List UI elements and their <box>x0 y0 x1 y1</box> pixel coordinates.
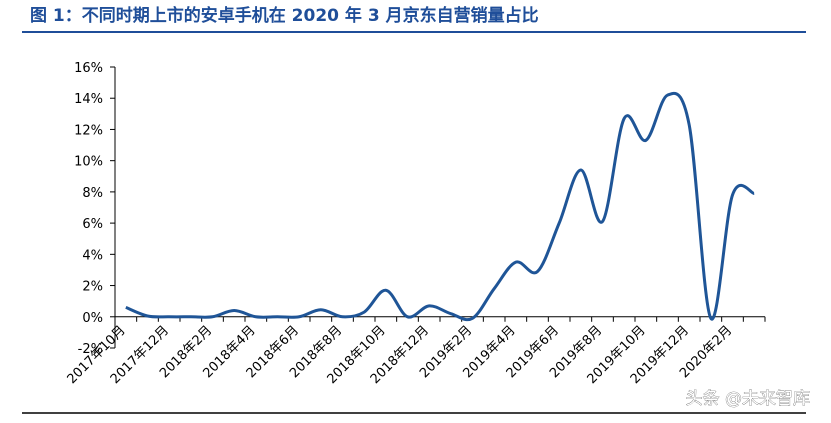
y-tick-label: 2% <box>82 280 103 295</box>
series-line <box>125 91 755 322</box>
y-tick-label: 8% <box>82 186 103 201</box>
y-tick-label: -2% <box>78 342 103 357</box>
chart-title: 图 1：不同时期上市的安卓手机在 2020 年 3 月京东自营销量占比 <box>30 5 539 26</box>
y-tick-label: 6% <box>82 217 103 232</box>
y-tick-label: 4% <box>82 248 103 263</box>
y-tick-label: 10% <box>74 155 103 170</box>
y-tick-label: 12% <box>74 123 103 138</box>
y-tick-label: 16% <box>74 61 103 76</box>
y-tick-label: 14% <box>74 92 103 107</box>
watermark: 头条 @未来智库 <box>686 389 810 409</box>
y-tick-label: 0% <box>82 311 103 326</box>
